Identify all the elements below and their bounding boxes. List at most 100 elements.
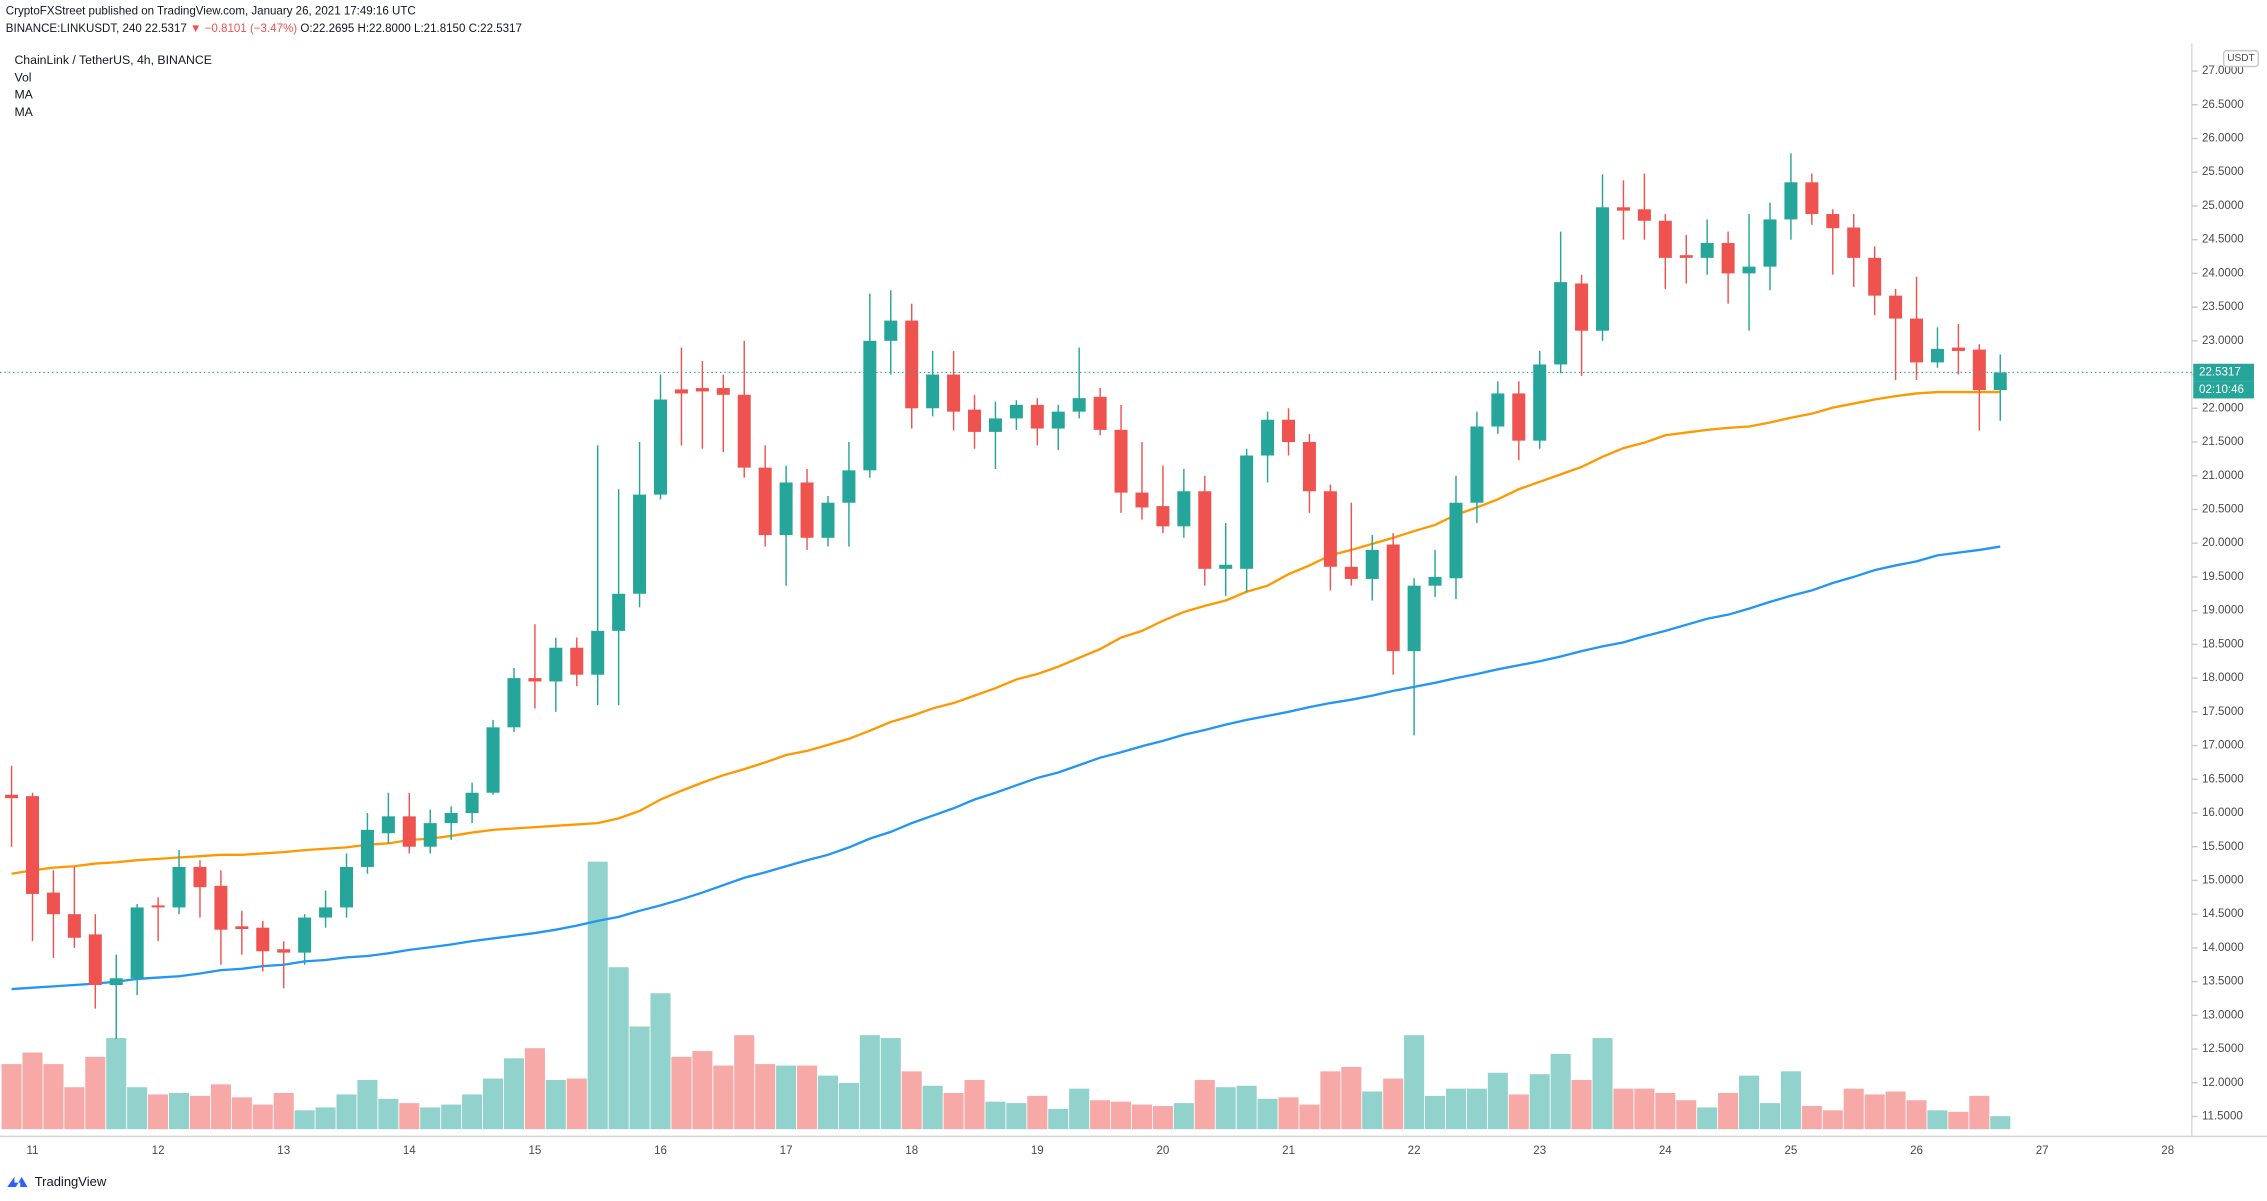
volume-bar (106, 1038, 127, 1130)
volume-bar (1090, 1100, 1111, 1130)
volume-bar (357, 1079, 378, 1130)
volume-bar (1487, 1072, 1508, 1130)
candle-body (1323, 491, 1337, 567)
x-tick-label: 11 (26, 1145, 38, 1157)
volume-bar (1948, 1111, 1969, 1130)
volume-bar (1822, 1110, 1843, 1130)
volume-bar (1592, 1038, 1613, 1130)
x-tick-label: 26 (1910, 1145, 1923, 1157)
moving-average-line (11, 390, 2001, 875)
candle-body (570, 647, 584, 675)
volume-bar (148, 1094, 169, 1130)
candle-body (549, 647, 563, 682)
y-tick-label: 19.0000 (2202, 605, 2244, 617)
volume-bar (650, 993, 671, 1130)
quote-symbol: BINANCE:LINKUSDT, 240 (6, 23, 142, 35)
legend-volume: Vol (14, 70, 31, 84)
candle-body (674, 389, 688, 394)
volume-bar (901, 1071, 922, 1130)
candle-body (988, 418, 1002, 432)
candle-body (1763, 219, 1777, 267)
volume-bar (734, 1035, 755, 1130)
quote-low: L:21.8150 (414, 23, 465, 35)
volume-bar (43, 1064, 64, 1130)
y-tick-label: 20.0000 (2202, 537, 2244, 549)
volume-bar (315, 1107, 336, 1130)
price-label: 22.5317 (2199, 366, 2241, 378)
candle-body (465, 792, 479, 813)
y-tick-label: 23.0000 (2202, 335, 2244, 347)
volume-bar (755, 1064, 776, 1130)
candle-body (298, 917, 312, 953)
ma-layer (11, 390, 2001, 991)
candle-body (905, 320, 919, 409)
volume-bar (1425, 1095, 1446, 1130)
candle-body (319, 907, 333, 918)
candle-body (1449, 502, 1463, 579)
brand-logo: TradingView (7, 1174, 107, 1189)
y-tick-label: 24.0000 (2202, 267, 2244, 279)
y-tick-label: 17.5000 (2202, 706, 2244, 718)
y-tick-label: 25.5000 (2202, 166, 2244, 178)
y-tick-label: 18.0000 (2202, 672, 2244, 684)
volume-bar (1718, 1093, 1739, 1130)
volume-bar (231, 1097, 252, 1130)
volume-bar (943, 1093, 964, 1130)
volume-bar (1299, 1104, 1320, 1130)
volume-bar (273, 1093, 294, 1130)
x-tick-label: 13 (277, 1145, 290, 1157)
volume-bar (1173, 1103, 1194, 1130)
volume-bar (1131, 1104, 1153, 1130)
y-tick-label: 14.5000 (2202, 908, 2244, 920)
price-label-box (2193, 363, 2254, 382)
candle-body (737, 394, 751, 468)
volume-bar (1739, 1075, 1760, 1130)
candle-body (67, 914, 81, 938)
candle-body (591, 630, 605, 675)
candle-body (1805, 182, 1819, 215)
volume-bar (964, 1079, 985, 1130)
volume-bar (545, 1079, 566, 1130)
candle-body (25, 796, 40, 894)
candle-body (821, 502, 835, 538)
candle-body (1784, 182, 1798, 220)
volume-bar (1676, 1100, 1697, 1130)
candle-body (800, 482, 814, 538)
candle-body (1470, 426, 1484, 503)
volume-bar (1885, 1091, 1906, 1130)
volume-bar (817, 1075, 839, 1130)
candle-body (1700, 243, 1714, 258)
candle-body (884, 320, 898, 341)
x-tick-label: 23 (1533, 1145, 1546, 1157)
volume-bar (587, 861, 608, 1130)
candle-body (1302, 442, 1316, 492)
y-tick-label: 26.0000 (2202, 133, 2244, 145)
volume-bar (420, 1107, 441, 1130)
y-tick-label: 26.5000 (2202, 99, 2244, 111)
candle-body (235, 926, 249, 930)
x-tick-label: 15 (528, 1145, 541, 1157)
y-tick-label: 21.0000 (2202, 470, 2244, 482)
volume-bar (252, 1104, 273, 1130)
x-tick-label: 18 (905, 1145, 918, 1157)
x-tick-label: 17 (780, 1145, 793, 1157)
y-tick-label: 16.0000 (2202, 807, 2244, 819)
countdown: 02:10:46 (2199, 384, 2244, 396)
volume-bar (1341, 1066, 1362, 1130)
x-tick-label: 27 (2036, 1145, 2049, 1157)
volume-bar (1194, 1079, 1215, 1130)
candle-body (1072, 398, 1086, 412)
candle-body (486, 727, 500, 793)
brand-name: TradingView (35, 1174, 107, 1189)
volume-bar (1362, 1091, 1383, 1130)
y-tick-label: 14.0000 (2202, 942, 2244, 954)
y-tick-label: 12.5000 (2202, 1043, 2244, 1055)
x-tick-label: 19 (1031, 1145, 1044, 1157)
published-line: CryptoFXStreet published on TradingView.… (6, 6, 416, 18)
volume-bar (1864, 1094, 1885, 1130)
candle-body (842, 470, 856, 503)
x-tick-label: 14 (403, 1145, 416, 1157)
quote-price: 22.5317 (145, 23, 187, 35)
candle-body (277, 949, 291, 953)
volume-bar (503, 1058, 525, 1130)
